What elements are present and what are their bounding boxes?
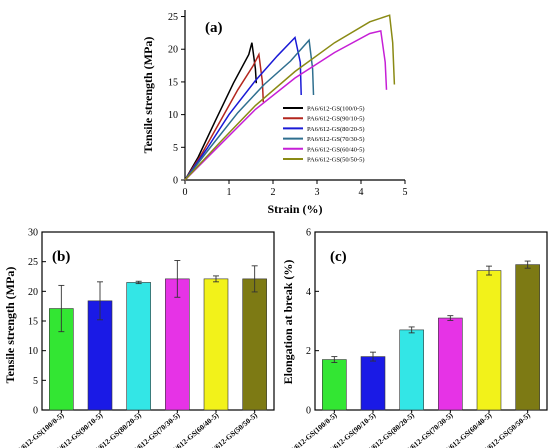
panel-c-y-tick-label: 2 [306, 346, 311, 357]
panel-b-label: (b) [52, 249, 70, 265]
panel-b-frame [41, 231, 275, 411]
panel-c-bars [322, 260, 540, 413]
panel-a-x-ticks: 0 1 2 3 4 5 [183, 180, 408, 198]
panel-c-bar [360, 356, 386, 411]
panel-a-legend-label: PA6/612-GS(80/20-5) [307, 126, 365, 133]
panel-a-legend-label: PA6/612-GS(50/50-5) [307, 157, 365, 164]
panel-b-y-tick-label: 0 [33, 406, 38, 417]
panel-c-bar [476, 270, 502, 411]
panel-a-series [184, 14, 396, 181]
panel-b-y-tick-label: 10 [28, 346, 38, 357]
panel-c-y-title: Elongation at break (%) [281, 260, 295, 385]
panel-b-y-tick-label: 20 [28, 287, 38, 298]
panel-a-x-tick-label: 3 [315, 187, 320, 198]
panel-c-y-tick-label: 6 [306, 228, 311, 239]
panel-c-bar [322, 359, 347, 411]
panel-a-y-tick-label: 25 [168, 12, 178, 23]
panel-a-y-tick-label: 10 [168, 110, 178, 121]
panel-a-series-line [184, 42, 258, 181]
panel-a-x-tick-label: 4 [359, 187, 364, 198]
panel-c-bar-chart: (c) Elongation at break (%) 0 2 4 6 PA6/612… [281, 228, 548, 448]
panel-a-x-tick-label: 1 [227, 187, 232, 198]
panel-c-y-tick-label: 0 [306, 406, 311, 417]
panel-a-series-line [184, 52, 265, 181]
panel-c-bar [515, 264, 540, 411]
panel-a-label: (a) [205, 20, 223, 36]
panel-a-y-tick-label: 0 [173, 176, 178, 187]
panel-a-y-ticks: 0 5 10 15 20 25 [168, 12, 185, 187]
panel-a-series-line [184, 35, 302, 181]
panel-b-bars [49, 260, 267, 413]
panel-b-y-title: Tensile strength (MPa) [3, 267, 17, 384]
panel-c-frame [314, 231, 548, 411]
panel-b-bar [242, 278, 267, 411]
panel-a-x-tick-label: 0 [183, 187, 188, 198]
panel-a-x-title: Strain (%) [268, 202, 323, 216]
panel-b-bar [126, 282, 151, 411]
panel-c-y-tick-label: 4 [306, 287, 311, 298]
panel-a-y-tick-label: 5 [173, 143, 178, 154]
panel-a-series-line [184, 29, 388, 181]
panel-b-bar [203, 278, 229, 411]
panel-a-series-line [184, 38, 315, 181]
panel-a-x-tick-label: 2 [271, 187, 276, 198]
panel-a-series-line [184, 14, 396, 181]
panel-c-bar [438, 317, 463, 411]
panel-b-y-tick-label: 25 [28, 257, 38, 268]
panel-b-bar [165, 278, 190, 411]
panel-a-legend: PA6/612-GS(100/0-5) PA6/612-GS(90/10-5) PA… [283, 106, 365, 164]
panel-b-y-tick-label: 30 [28, 228, 38, 239]
panel-a-legend-label: PA6/612-GS(60/40-5) [307, 146, 365, 153]
panel-b-bar-chart: (b) Tensile strength (MPa) 051015202530 … [3, 228, 275, 448]
panel-c-category-labels: PA6/612-GS(100/0-5)PA6/612-GS(90/10-5)PA… [281, 410, 532, 448]
panel-a-y-title: Tensile strength (MPa) [141, 37, 155, 154]
panel-a-legend-label: PA6/612-GS(90/10-5) [307, 116, 365, 123]
panel-a-legend-label: PA6/612-GS(100/0-5) [307, 106, 365, 113]
panel-b-y-ticks: 0 5 10 15 20 25 30 [28, 228, 46, 417]
panel-a-y-tick-label: 20 [168, 45, 178, 56]
panel-c-bar [399, 329, 424, 411]
panel-c-label: (c) [330, 249, 347, 265]
panel-a-legend-label: PA6/612-GS(70/30-5) [307, 136, 365, 143]
panel-b-y-tick-label: 15 [28, 317, 38, 328]
panel-a-y-tick-label: 15 [168, 77, 178, 88]
panel-a-x-tick-label: 5 [403, 187, 408, 198]
panel-c-y-ticks: 0 2 4 6 [306, 228, 319, 417]
panel-b-category-labels: PA6/612-GS(100/0-5)PA6/612-GS(90/10-5)PA… [8, 410, 259, 448]
panel-a-line-chart: (a) Strain (%) Tensile strength (MPa) 0 1… [141, 10, 408, 216]
panel-b-y-tick-label: 5 [33, 376, 38, 387]
